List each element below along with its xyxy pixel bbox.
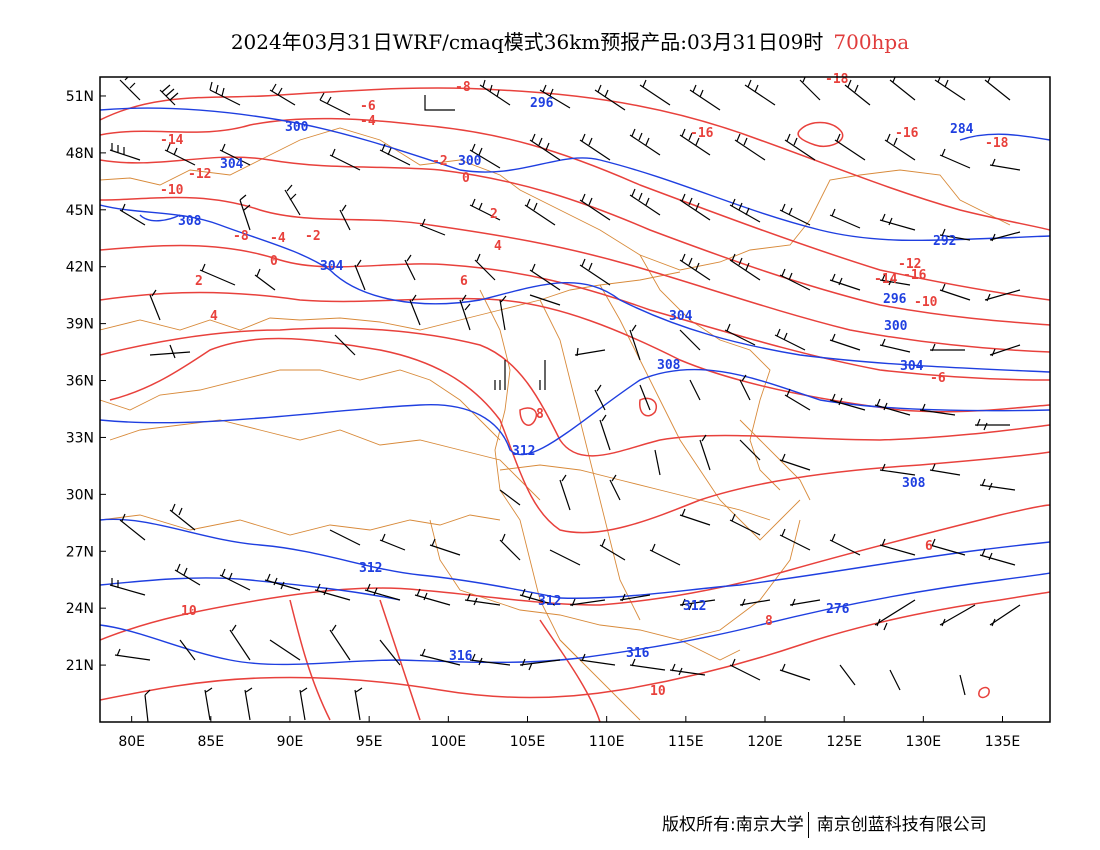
temperature-label: -4 bbox=[360, 114, 376, 129]
longitude-tick-label: 85E bbox=[197, 734, 224, 750]
temperature-label: -18 bbox=[985, 136, 1009, 151]
temperature-label: 8 bbox=[765, 614, 773, 629]
height-label: 304 bbox=[220, 157, 244, 172]
footer-divider bbox=[807, 812, 809, 838]
height-label-group: 296 300 304 308 304 300 304 308 312 312 … bbox=[178, 96, 974, 664]
height-label: 312 bbox=[538, 594, 561, 609]
temperature-label: -12 bbox=[188, 167, 211, 182]
height-label: 308 bbox=[178, 214, 202, 229]
height-label: 296 bbox=[530, 96, 554, 111]
copyright-footer: 版权所有:南京大学 南京创蓝科技有限公司 bbox=[662, 810, 987, 838]
height-label: 304 bbox=[900, 359, 924, 374]
temperature-label: -8 bbox=[233, 229, 249, 244]
temperature-label: -8 bbox=[455, 80, 471, 95]
longitude-tick-label: 80E bbox=[118, 734, 145, 750]
map-title: 2024年03月31日WRF/cmaq模式36km预报产品:03月31日09时 7… bbox=[0, 26, 1100, 55]
height-label: 308 bbox=[902, 476, 926, 491]
latitude-tick-label: 42N bbox=[66, 260, 94, 276]
temperature-label: 2 bbox=[195, 274, 203, 289]
temperature-label: -16 bbox=[690, 126, 714, 141]
temperature-contours bbox=[100, 87, 1050, 722]
temperature-label: 10 bbox=[650, 684, 666, 699]
latitude-tick-label: 51N bbox=[66, 89, 94, 105]
temperature-label: 2 bbox=[490, 207, 498, 222]
height-label: 292 bbox=[933, 234, 956, 249]
latitude-tick-label: 30N bbox=[66, 487, 94, 503]
temperature-label: -10 bbox=[914, 295, 938, 310]
latitude-tick-label: 24N bbox=[66, 601, 94, 617]
temperature-label: -18 bbox=[825, 72, 849, 87]
longitude-tick-label: 130E bbox=[906, 734, 942, 750]
latitude-tick-label: 39N bbox=[66, 317, 94, 333]
longitude-axis: 80E 85E 90E 95E 100E 105E 110E 115E 120E 125E 130E… bbox=[118, 716, 1020, 750]
title-text: 2024年03月31日WRF/cmaq模式36km预报产品:03月31日09时 bbox=[230, 30, 824, 54]
temperature-label: -6 bbox=[930, 371, 946, 386]
longitude-tick-label: 105E bbox=[510, 734, 546, 750]
pressure-level: 700hpa bbox=[833, 30, 910, 54]
latitude-tick-label: 21N bbox=[66, 658, 94, 674]
height-label: 300 bbox=[285, 120, 309, 135]
latitude-tick-label: 48N bbox=[66, 146, 94, 162]
temperature-label: 4 bbox=[210, 309, 218, 324]
temperature-label: 10 bbox=[181, 604, 197, 619]
map-frame bbox=[99, 76, 1051, 723]
temperature-label: -6 bbox=[360, 99, 376, 114]
longitude-tick-label: 95E bbox=[356, 734, 383, 750]
temperature-label: -16 bbox=[903, 268, 927, 283]
height-label: 304 bbox=[669, 309, 693, 324]
copyright-company: 南京创蓝科技有限公司 bbox=[816, 815, 987, 835]
latitude-tick-label: 36N bbox=[66, 374, 94, 390]
temperature-label: -14 bbox=[874, 272, 898, 287]
temperature-label: -14 bbox=[160, 133, 184, 148]
longitude-tick-label: 100E bbox=[431, 734, 467, 750]
height-label: 308 bbox=[657, 358, 681, 373]
longitude-tick-label: 110E bbox=[589, 734, 625, 750]
copyright-owner: 版权所有:南京大学 bbox=[662, 815, 804, 835]
height-label: 304 bbox=[320, 259, 344, 274]
latitude-tick-label: 27N bbox=[66, 544, 94, 560]
temperature-label: -12 bbox=[898, 257, 921, 272]
temperature-label: -16 bbox=[895, 126, 919, 141]
height-label: 300 bbox=[458, 154, 482, 169]
longitude-tick-label: 125E bbox=[826, 734, 862, 750]
map-layers bbox=[100, 77, 1050, 722]
temperature-label: -10 bbox=[160, 183, 184, 198]
temperature-label: -2 bbox=[432, 154, 448, 169]
temperature-label-group: -18 -16 -18 -16 -14 -12 -10 -8 -6 -4 -2 … bbox=[160, 72, 1009, 699]
temperature-label: 0 bbox=[462, 171, 470, 186]
latitude-tick-label: 45N bbox=[66, 203, 94, 219]
longitude-tick-label: 120E bbox=[747, 734, 783, 750]
height-label: 296 bbox=[883, 292, 907, 307]
longitude-tick-label: 135E bbox=[985, 734, 1021, 750]
longitude-tick-label: 115E bbox=[668, 734, 704, 750]
height-label: 276 bbox=[826, 602, 850, 617]
temperature-label: 8 bbox=[536, 407, 544, 422]
border-lines bbox=[100, 127, 1011, 721]
height-contours bbox=[100, 107, 1050, 666]
height-label: 312 bbox=[512, 444, 535, 459]
temperature-label: 0 bbox=[270, 254, 278, 269]
temperature-label: -2 bbox=[305, 229, 321, 244]
height-label: 316 bbox=[626, 646, 650, 661]
temperature-label: 6 bbox=[460, 274, 468, 289]
height-label: 284 bbox=[950, 122, 974, 137]
height-label: 316 bbox=[449, 649, 473, 664]
longitude-tick-label: 90E bbox=[277, 734, 304, 750]
wind-barbs bbox=[109, 77, 1021, 722]
temperature-label: 6 bbox=[925, 539, 933, 554]
temperature-label: -4 bbox=[270, 231, 286, 246]
height-label: 300 bbox=[884, 319, 908, 334]
latitude-tick-label: 33N bbox=[66, 430, 94, 446]
latitude-axis: 51N 48N 45N 42N 39N 36N 33N 30N 27N 24N 21N bbox=[66, 89, 106, 674]
height-label: 312 bbox=[359, 561, 382, 576]
height-label: 312 bbox=[683, 599, 706, 614]
temperature-label: 4 bbox=[494, 239, 502, 254]
